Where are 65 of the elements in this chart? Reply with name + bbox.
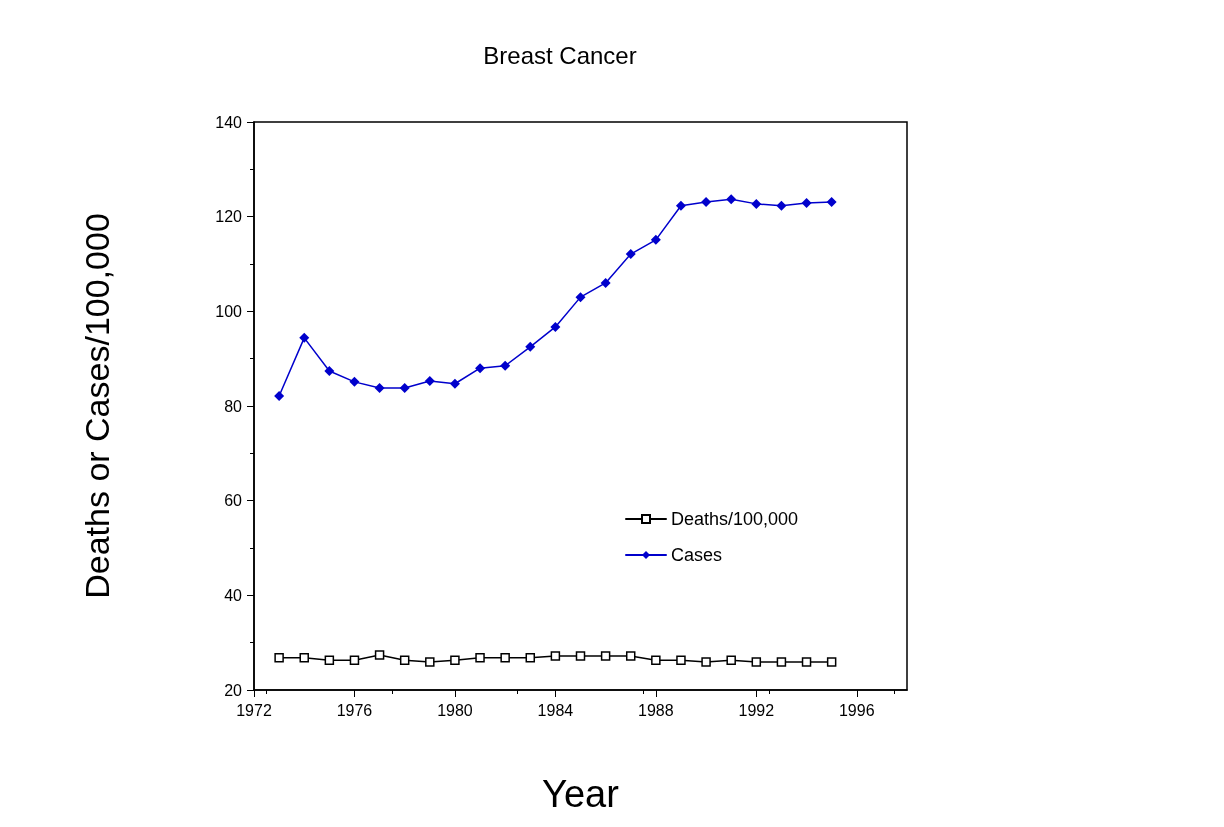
point <box>801 657 812 667</box>
y-tick-label: 40 <box>224 586 243 604</box>
point <box>349 376 360 387</box>
y-tick-label: 100 <box>215 302 243 320</box>
y-tick-label: 140 <box>215 113 243 131</box>
point <box>475 363 486 374</box>
point <box>801 197 812 208</box>
point <box>299 332 310 343</box>
x-tick-label: 1972 <box>236 701 272 719</box>
chart-title: Breast Cancer <box>483 41 637 69</box>
point <box>751 198 762 209</box>
point <box>374 383 385 394</box>
point <box>826 196 837 207</box>
point <box>575 651 586 661</box>
point <box>751 657 762 667</box>
point <box>651 655 661 665</box>
point <box>525 341 536 352</box>
point <box>776 657 787 667</box>
point <box>575 292 586 303</box>
point <box>550 651 561 661</box>
point <box>324 365 335 376</box>
y-tick-label: 20 <box>224 681 243 699</box>
point <box>726 655 736 665</box>
point <box>701 196 712 207</box>
x-tick-label: 1988 <box>638 701 674 719</box>
point <box>399 655 410 665</box>
point <box>399 383 410 394</box>
x-axis-title: Year <box>542 773 620 815</box>
y-tick-label: 120 <box>215 208 243 226</box>
point <box>826 657 837 667</box>
point <box>324 655 335 665</box>
point <box>701 657 711 667</box>
point <box>625 249 636 260</box>
legend-label: Deaths/100,000 <box>671 509 799 529</box>
x-tick-label: 1984 <box>537 701 574 719</box>
point <box>424 375 435 386</box>
legend-label: Cases <box>671 545 723 565</box>
x-tick-label: 1992 <box>738 701 775 719</box>
x-tick-label: 1996 <box>838 701 875 719</box>
point <box>500 360 511 371</box>
x-tick-label: 1980 <box>437 701 473 719</box>
point <box>449 378 460 389</box>
y-tick-label: 60 <box>224 492 243 510</box>
point <box>450 655 460 665</box>
point <box>274 391 285 402</box>
point <box>475 653 485 663</box>
point <box>349 655 360 665</box>
x-tick-label: 1976 <box>336 701 373 719</box>
point <box>600 651 611 661</box>
y-axis-title: Deaths or Cases/100,000 <box>78 213 116 599</box>
point <box>274 653 284 663</box>
point <box>625 651 636 661</box>
point <box>550 321 561 332</box>
point <box>374 650 385 660</box>
point <box>675 200 686 211</box>
point <box>299 653 309 663</box>
y-tick-label: 80 <box>224 397 243 415</box>
point <box>776 200 787 211</box>
point <box>525 653 536 663</box>
point <box>650 234 661 245</box>
point <box>600 277 611 288</box>
point <box>726 194 737 205</box>
point <box>500 653 510 663</box>
point <box>676 655 686 665</box>
point <box>425 657 435 667</box>
